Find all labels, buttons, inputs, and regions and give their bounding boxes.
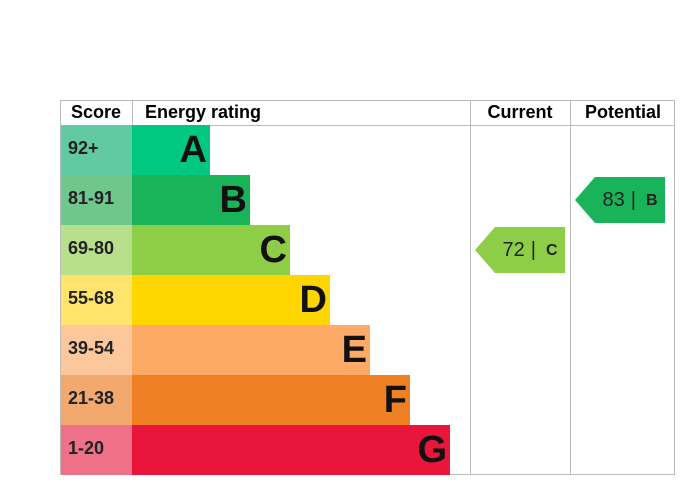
score-cell [61, 425, 132, 475]
rating-letter: F [384, 379, 407, 421]
current-rating: C [546, 242, 558, 259]
potential-score: 83 [602, 189, 624, 211]
score-cell [61, 225, 132, 275]
score-cell [61, 175, 132, 225]
score-label: 92+ [68, 138, 99, 158]
potential-rating: B [646, 192, 658, 209]
rating-letter: G [417, 429, 447, 471]
score-label: 39-54 [68, 338, 114, 358]
current-score: 72 [502, 239, 524, 261]
rating-letter: A [180, 129, 207, 171]
score-label: 81-91 [68, 188, 114, 208]
rating-bar [132, 425, 450, 475]
rating-bar [132, 225, 290, 275]
potential-label: 83 | B [602, 189, 657, 211]
rating-bar [132, 325, 370, 375]
rating-letter: E [342, 329, 367, 371]
rating-bar [132, 175, 250, 225]
current-arrow [475, 227, 565, 273]
header-score: Score [71, 102, 121, 122]
score-cell [61, 275, 132, 325]
rating-letter: C [260, 229, 287, 271]
potential-arrow [575, 177, 665, 223]
score-label: 1-20 [68, 438, 104, 458]
score-label: 21-38 [68, 388, 114, 408]
header-rating: Energy rating [145, 102, 261, 122]
score-cell [61, 375, 132, 425]
rating-bar [132, 275, 330, 325]
score-label: 55-68 [68, 288, 114, 308]
separator: | [531, 239, 536, 261]
rating-letter: B [220, 179, 247, 221]
rating-letter: D [300, 279, 327, 321]
score-cell [61, 125, 132, 175]
score-cell [61, 325, 132, 375]
rating-bar [132, 125, 210, 175]
current-label: 72 | C [502, 239, 557, 261]
header-current: Current [487, 102, 552, 122]
score-label: 69-80 [68, 238, 114, 258]
separator: | [631, 189, 636, 211]
header-potential: Potential [585, 102, 661, 122]
rating-bar [132, 375, 410, 425]
